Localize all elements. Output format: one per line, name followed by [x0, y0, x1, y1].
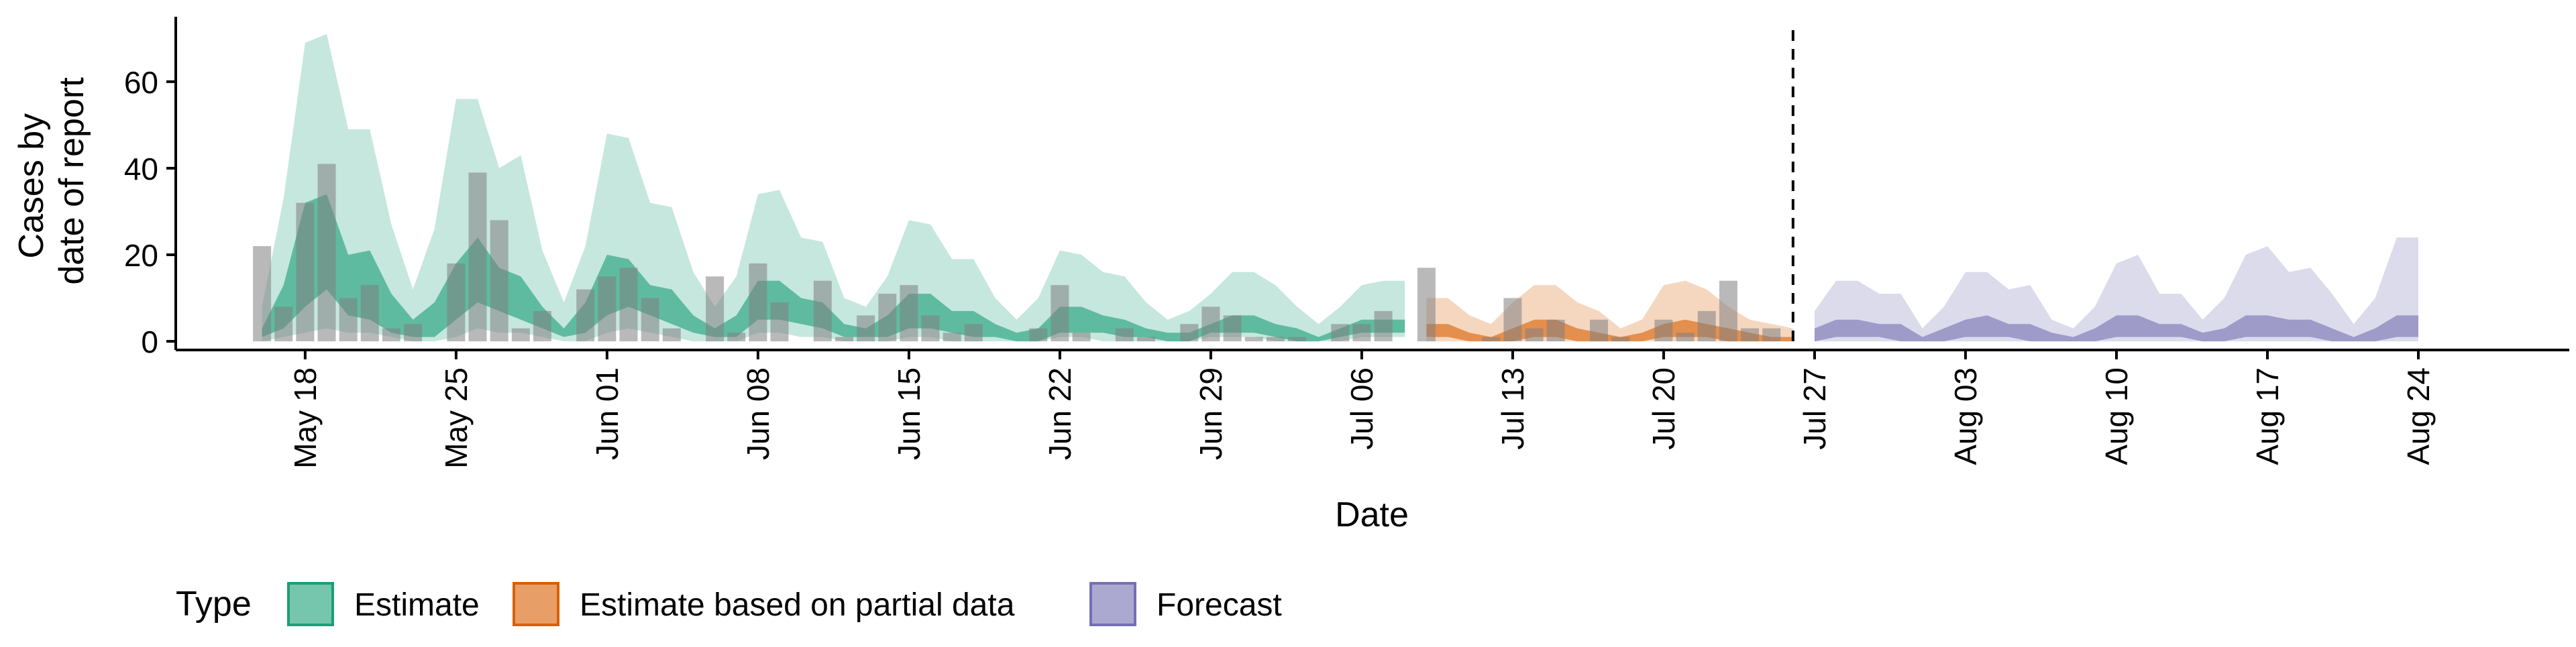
x-axis-label: Date — [1335, 495, 1409, 534]
reported-case-bar — [1374, 310, 1393, 342]
reported-case-bar — [1417, 268, 1436, 342]
axes-layer — [174, 17, 2569, 351]
reported-case-bar — [533, 310, 551, 342]
reported-case-bar — [404, 324, 423, 342]
reported-case-bar — [1676, 333, 1695, 342]
x-tick-label: Jun 01 — [590, 367, 625, 460]
legend-label-estimate: Estimate — [354, 587, 480, 623]
reported-case-bar — [1029, 328, 1048, 342]
reported-case-bar — [835, 337, 853, 342]
reported-case-bar — [1762, 328, 1781, 342]
x-tick-label: Aug 03 — [1948, 367, 1983, 465]
reported-case-bar — [706, 276, 724, 342]
reported-case-bar — [1525, 328, 1544, 342]
x-tick-label: May 25 — [439, 367, 474, 469]
y-tick-label: 0 — [141, 325, 158, 359]
x-tick-label: Jul 20 — [1646, 367, 1681, 450]
reported-case-bar — [749, 263, 767, 342]
reported-case-bar — [1115, 328, 1134, 342]
reported-case-bar — [274, 306, 293, 342]
reported-case-bar — [943, 333, 961, 342]
legend-title: Type — [176, 585, 252, 624]
x-tick-label: Jul 13 — [1495, 367, 1530, 450]
reported-case-bar — [1223, 315, 1242, 342]
x-tick-label: Jul 06 — [1344, 367, 1379, 450]
y-axis-label-line-1: Cases by — [12, 113, 51, 259]
reported-case-bar — [878, 294, 897, 342]
x-tick-label: Jun 08 — [741, 367, 775, 460]
x-ticks: May 18 May 25 Jun 01 Jun 08 Jun 15 Jun 22 Jun … — [288, 350, 2436, 469]
y-ticks: 0 20 40 60 — [124, 65, 176, 359]
reported-case-bar — [1266, 337, 1285, 342]
reported-case-bar — [339, 298, 358, 341]
x-tick-label: May 18 — [288, 367, 323, 469]
reported-case-bar — [662, 328, 681, 342]
reported-case-bar — [1741, 328, 1759, 342]
reported-case-bar — [964, 324, 983, 342]
reported-case-bar — [1503, 298, 1522, 341]
reported-case-bar — [857, 315, 875, 342]
reported-case-bar — [727, 333, 746, 342]
reported-case-bar — [1719, 280, 1737, 342]
legend: Type Estimate Estimate based on partial … — [176, 582, 1282, 626]
x-tick-label: Aug 10 — [2099, 367, 2134, 465]
reported-case-bar — [1590, 319, 1608, 342]
reported-case-bar — [900, 285, 918, 342]
forecast-band-90 — [1815, 237, 2418, 342]
reported-case-bar — [490, 220, 508, 342]
reported-case-bar — [1201, 306, 1220, 342]
reported-case-bar — [1051, 285, 1069, 342]
y-tick-label: 40 — [124, 152, 158, 186]
y-axis-label-line-2: date of report — [52, 77, 91, 285]
legend-label-partial: Estimate based on partial data — [580, 587, 1015, 623]
reported-case-bar — [468, 172, 487, 342]
estimate-band-90 — [262, 34, 1405, 342]
reported-case-bar — [1244, 337, 1263, 342]
reported-case-bar — [1288, 337, 1306, 342]
reported-case-bar — [382, 328, 400, 342]
reported-case-bar — [598, 276, 616, 342]
reported-case-bar — [317, 164, 336, 342]
reported-case-bar — [576, 289, 595, 342]
reported-case-bar — [1654, 319, 1673, 342]
reported-case-bar — [1697, 310, 1716, 342]
reported-case-bar — [770, 302, 789, 342]
reported-case-bar — [1072, 333, 1091, 342]
reported-case-bar — [619, 268, 638, 342]
reported-case-bar — [360, 285, 379, 342]
reported-case-bar — [1180, 324, 1199, 342]
x-tick-label: Aug 24 — [2401, 367, 2436, 465]
y-tick-label: 60 — [124, 65, 158, 100]
reported-case-bar — [253, 246, 272, 342]
legend-label-forecast: Forecast — [1157, 587, 1282, 623]
reported-case-bar — [511, 328, 530, 342]
y-axis-label: Cases by date of report — [12, 77, 91, 285]
reported-case-bar — [1331, 324, 1350, 342]
x-tick-label: Jun 15 — [892, 367, 926, 460]
legend-key-estimate — [287, 582, 334, 626]
reported-case-bar — [1546, 319, 1565, 342]
x-tick-label: Jun 22 — [1042, 367, 1077, 460]
x-tick-label: Jul 27 — [1797, 367, 1832, 450]
reported-case-bar — [1611, 337, 1630, 342]
reported-case-bar — [1352, 324, 1371, 342]
x-tick-label: Aug 17 — [2250, 367, 2285, 465]
reported-case-bar — [1482, 337, 1501, 342]
x-tick-label: Jun 29 — [1193, 367, 1228, 460]
legend-key-forecast — [1089, 582, 1136, 626]
reported-case-bar — [641, 298, 659, 341]
reported-case-bar — [296, 202, 315, 341]
reported-case-bar — [921, 315, 940, 342]
legend-key-partial — [513, 582, 559, 626]
y-tick-label: 20 — [124, 238, 158, 273]
reported-case-bar — [447, 263, 466, 342]
forecast-band-50 — [1815, 315, 2418, 342]
bars-layer — [253, 164, 1781, 342]
reported-case-bar — [1137, 337, 1155, 342]
reported-case-bar — [813, 280, 832, 342]
